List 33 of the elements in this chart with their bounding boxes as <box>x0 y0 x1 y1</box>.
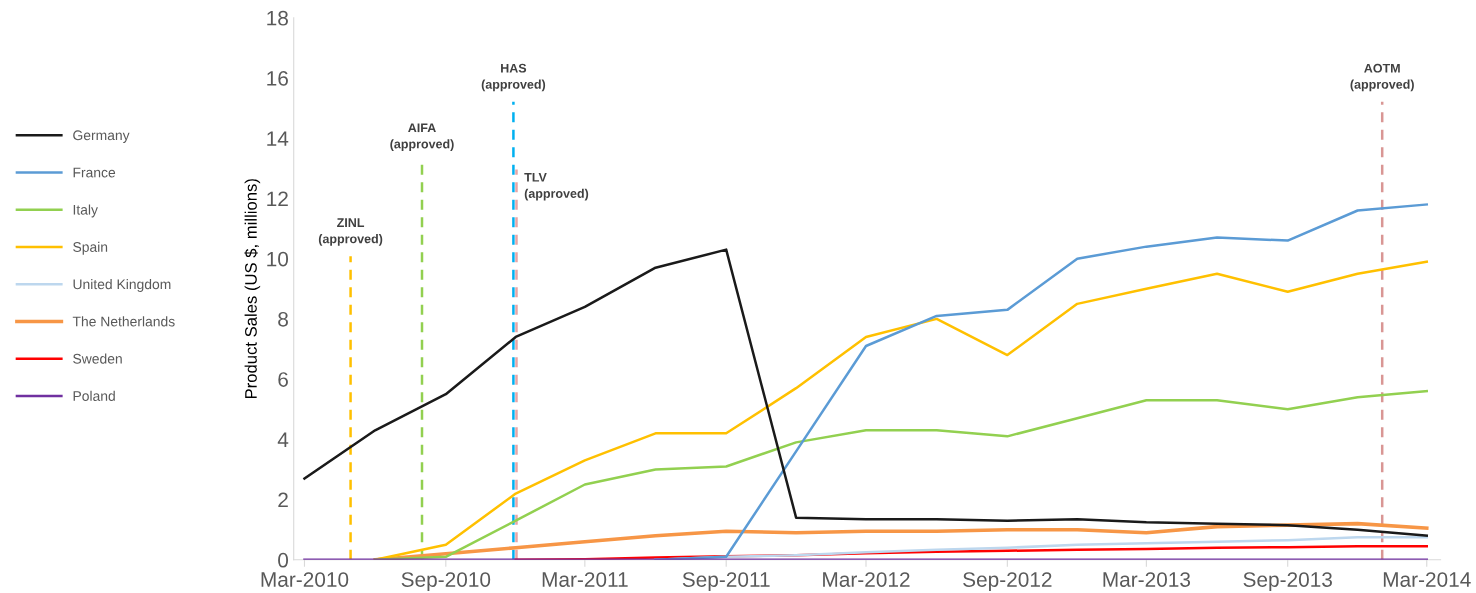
y-tick-label: 6 <box>278 372 288 387</box>
legend-label: Spain <box>73 241 108 255</box>
ref-line-label: AIFA (approved) <box>390 123 454 151</box>
ref-line-label: ZINL (approved) <box>318 218 383 246</box>
x-tick-label: Mar-2011 <box>542 572 628 587</box>
x-tick-label: Sep-2011 <box>682 572 770 592</box>
legend-label: Germany <box>73 130 130 143</box>
y-tick-label: 8 <box>278 311 288 327</box>
ref-line-label: HAS (approved) <box>481 63 546 92</box>
legend-label: Italy <box>73 204 98 218</box>
y-tick-label: 10 <box>267 251 289 267</box>
x-tick-label: Mar-2013 <box>1103 572 1191 587</box>
legend-label: France <box>73 167 116 178</box>
y-axis-title: Product Sales (US $, millions) <box>244 179 261 399</box>
x-tick-label: Mar-2014 <box>1383 572 1471 587</box>
y-tick-label: 12 <box>267 191 288 207</box>
y-tick-label: 16 <box>267 71 288 86</box>
y-tick-label: 2 <box>278 492 288 508</box>
ref-line-label: TLV (approved) <box>524 173 589 201</box>
legend-label: United Kingdom <box>73 279 171 292</box>
x-tick-label: Sep-2013 <box>1243 572 1332 592</box>
x-tick-label: Mar-2010 <box>261 572 349 587</box>
x-tick-label: Sep-2010 <box>401 572 491 592</box>
legend-label: Poland <box>73 390 115 401</box>
legend-label: The Netherlands <box>72 316 175 327</box>
y-tick-label: 18 <box>267 10 288 26</box>
legend-label: Sweden <box>73 353 122 364</box>
ref-line-label: AOTM (approved) <box>1350 63 1414 92</box>
y-tick-label: 0 <box>278 552 289 568</box>
y-tick-label: 4 <box>277 432 289 447</box>
x-tick-label: Mar-2012 <box>823 572 910 587</box>
y-tick-label: 14 <box>267 131 289 146</box>
x-tick-label: Sep-2012 <box>963 572 1052 592</box>
